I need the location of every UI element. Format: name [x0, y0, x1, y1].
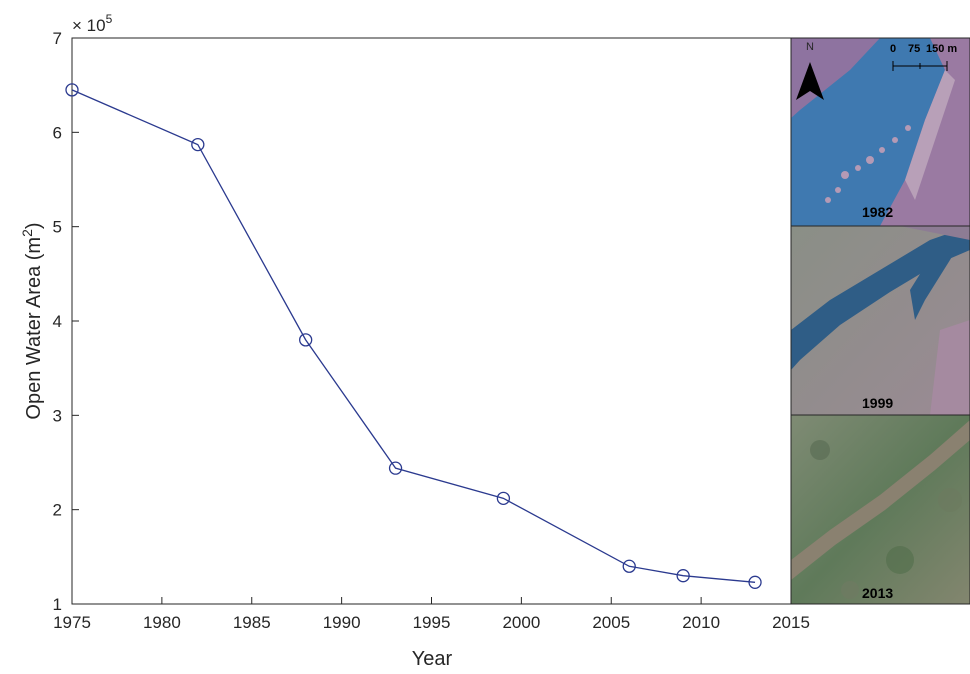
- series-line: [71, 89, 756, 583]
- data-point-1982: [191, 137, 205, 152]
- svg-text:0: 0: [890, 43, 896, 55]
- data-point-1975: [65, 83, 79, 97]
- inset-maps: N 0 75 150 m 1982 1999 2013: [790, 37, 970, 605]
- y-tick-label: 1: [53, 595, 62, 614]
- map-year-label-2013: 2013: [862, 585, 893, 601]
- svg-text:N: N: [806, 41, 814, 53]
- y-axis-title: Open Water Area (m2): [19, 222, 45, 419]
- y-tick-label: 6: [53, 123, 62, 142]
- data-point-1988: [299, 333, 313, 347]
- y-tick-label: 7: [53, 29, 62, 48]
- data-point-2013: [748, 575, 762, 589]
- data-point-2009: [676, 569, 690, 583]
- plot-area: [71, 37, 792, 605]
- x-tick-label: 2000: [502, 613, 540, 632]
- svg-text:150 m: 150 m: [926, 43, 957, 55]
- y-tick-label: 4: [53, 312, 62, 331]
- map-panel-1982: [791, 38, 970, 226]
- x-tick-label: 2005: [592, 613, 630, 632]
- map-year-label-1999: 1999: [862, 395, 893, 411]
- x-tick-label: 1980: [143, 613, 181, 632]
- x-tick-label: 2015: [772, 613, 810, 632]
- x-tick-label: 1995: [413, 613, 451, 632]
- y-axis-ticks: 1 2 3 4 5 6 7: [53, 29, 79, 614]
- y-exponent-label: × 105: [72, 12, 113, 35]
- north-arrow-icon: N: [796, 41, 824, 100]
- map-year-label-1982: 1982: [862, 204, 893, 220]
- x-tick-label: 1990: [323, 613, 361, 632]
- data-point-1999: [496, 491, 511, 505]
- scale-bar: 0 75 150 m: [890, 43, 957, 71]
- x-tick-label: 1975: [53, 613, 91, 632]
- x-tick-label: 2010: [682, 613, 720, 632]
- x-axis-title: Year: [412, 648, 453, 670]
- y-tick-label: 5: [53, 218, 62, 237]
- x-tick-label: 1985: [233, 613, 271, 632]
- series-layer: [65, 83, 762, 589]
- data-point-1993: [388, 461, 403, 475]
- map-panel-1999: [791, 226, 970, 415]
- y-tick-label: 2: [53, 501, 62, 520]
- y-tick-label: 3: [53, 406, 62, 425]
- map-panel-2013: [791, 415, 970, 604]
- x-axis-ticks: 1975 1980 1985 1990 1995 2000 2005 2010 2015: [53, 597, 810, 632]
- svg-text:75: 75: [908, 43, 920, 55]
- data-point-2006: [622, 559, 636, 573]
